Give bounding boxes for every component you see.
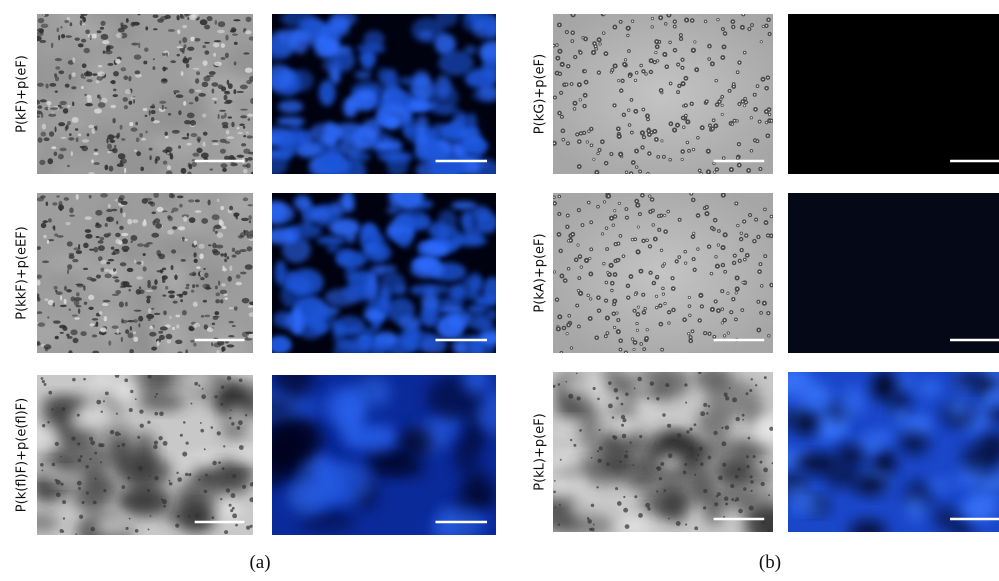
row-label: P(kkF)+p(eEF) [15,226,30,320]
row-label: P(kF)+p(eF) [15,55,30,133]
micrograph [24,364,273,554]
panel-caption: (b) [759,552,781,573]
micrograph [552,192,774,355]
micrograph [259,2,508,186]
micrograph [769,364,999,543]
micrograph [788,14,999,174]
micrograph [552,12,774,176]
row-label: P(k(fl)F)+p(e(fl)F) [15,398,30,512]
row-label: P(kL)+p(eF) [533,413,548,491]
micrograph [528,362,789,552]
row-label: P(kG)+p(eF) [533,54,548,134]
row-label: P(kA)+p(eF) [533,233,548,312]
panel-caption: (a) [249,552,270,573]
figure: (a) (b) P(kF)+p(eF) P(kkF)+p(eEF) P(k(fl)F… [0,0,999,581]
micrograph [259,183,511,360]
micrograph [788,193,999,353]
micrograph [252,353,516,549]
